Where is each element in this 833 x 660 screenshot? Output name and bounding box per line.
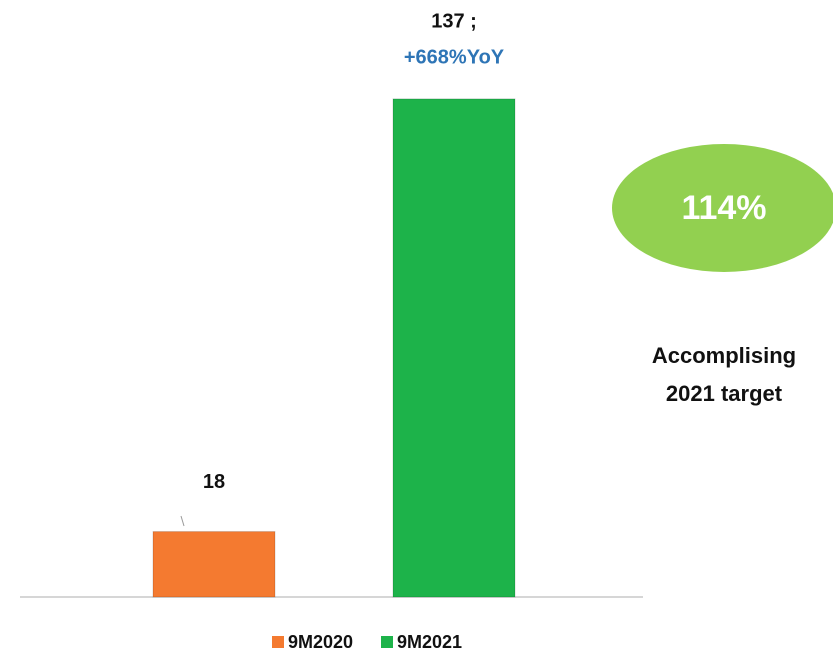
bar <box>152 531 276 598</box>
target-note: 2021 target <box>666 381 783 406</box>
yoy-label: +668%YoY <box>404 46 505 68</box>
legend-label: 9M2021 <box>397 632 462 652</box>
data-label: 18 <box>203 471 225 493</box>
target-note: Accomplising <box>652 343 796 368</box>
legend-swatch <box>272 636 284 648</box>
bar <box>392 98 516 598</box>
legend-label: 9M2020 <box>288 632 353 652</box>
data-label: 137 ; <box>431 10 477 32</box>
target-badge-text: 114% <box>681 189 766 227</box>
leader-line <box>180 515 185 527</box>
target-badge <box>612 144 833 272</box>
legend-swatch <box>381 636 393 648</box>
